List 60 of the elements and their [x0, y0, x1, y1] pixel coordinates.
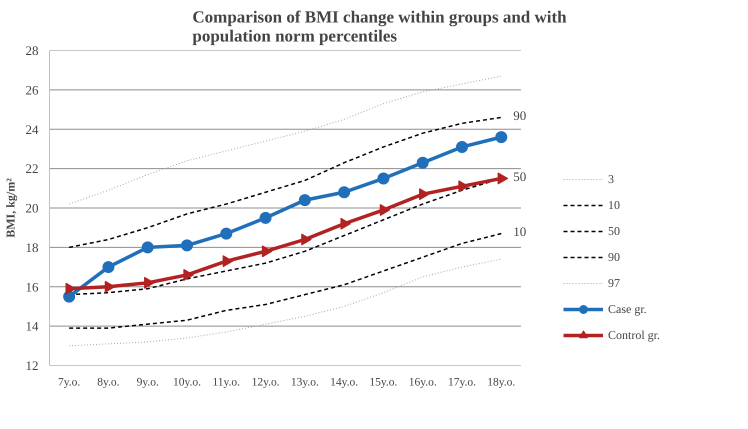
point: [301, 234, 312, 246]
point: [298, 194, 311, 206]
point: [495, 131, 508, 144]
point: [416, 156, 429, 169]
point: [340, 218, 351, 230]
y-tick-label: 28: [26, 43, 38, 58]
legend-label: 97: [608, 276, 621, 290]
point: [458, 180, 469, 192]
legend-label: Control gr.: [608, 328, 660, 342]
y-tick-label: 26: [26, 82, 39, 98]
point: [260, 212, 272, 224]
y-tick-label: 24: [26, 122, 39, 137]
x-tick-label: 17y.o.: [448, 376, 476, 388]
point: [498, 172, 508, 184]
line-series: [68, 232, 502, 329]
legend-label: 3: [608, 172, 615, 186]
point: [222, 255, 234, 268]
legend-label: 50: [608, 224, 621, 238]
x-tick-label: 8y.o.: [97, 376, 120, 388]
y-tick-label: 22: [26, 161, 38, 176]
x-tick-label: 12y.o.: [252, 376, 280, 388]
point: [220, 228, 232, 240]
annotation: 90: [513, 108, 526, 123]
point: [142, 241, 154, 254]
point: [419, 188, 430, 200]
legend-label: 90: [608, 250, 621, 264]
x-tick-label: 18y.o.: [487, 376, 516, 388]
legend-label: 10: [608, 198, 621, 212]
x-tick-label: 14y.o.: [330, 376, 358, 388]
y-tick-label: 20: [26, 200, 38, 216]
point: [144, 276, 155, 289]
line-series: [68, 116, 502, 248]
point: [65, 282, 76, 295]
y-tick-label: 14: [26, 318, 39, 334]
line-series: [68, 76, 502, 205]
x-tick-label: 16y.o.: [408, 376, 437, 388]
point: [104, 280, 116, 293]
x-tick-label: 11y.o.: [212, 376, 240, 388]
y-axis-title: BMI, kg/m²: [4, 178, 18, 238]
y-tick-label: 16: [26, 279, 39, 294]
x-tick-label: 10y.o.: [173, 376, 202, 388]
point: [102, 261, 114, 274]
chart-title: Comparison of BMI change within groups and with population norm percentiles: [192, 8, 568, 46]
legend-label: Case gr.: [608, 302, 647, 316]
y-tick-label: 12: [26, 358, 38, 373]
point: [377, 172, 390, 184]
point: [380, 204, 390, 216]
x-tick-label: 13y.o.: [290, 376, 319, 388]
point: [183, 268, 194, 281]
annotation: 10: [513, 224, 526, 240]
annotation: 50: [513, 168, 526, 184]
point: [456, 140, 468, 153]
point: [262, 245, 272, 258]
x-tick-label: 9y.o.: [136, 376, 159, 388]
x-tick-label: 15y.o.: [369, 376, 398, 388]
x-tick-label: 7y.o.: [58, 376, 80, 388]
point: [338, 186, 350, 198]
line-series: [68, 258, 502, 346]
point: [181, 239, 193, 252]
y-tick-label: 18: [26, 240, 38, 255]
